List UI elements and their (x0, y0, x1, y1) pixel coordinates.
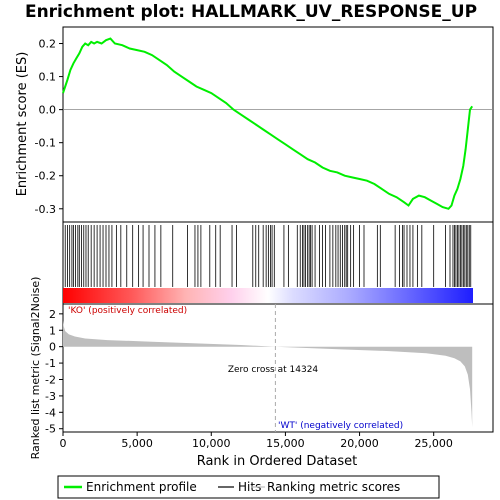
es-y-tick-label: 0.0 (39, 104, 57, 117)
negative-correlation-label: 'WT' (negatively correlated) (278, 421, 403, 431)
es-panel: -0.3 -0.2 -0.1 0.0 0.1 0.2 Enrichment score (… (15, 26, 494, 223)
es-y-tick-label: -0.2 (35, 170, 56, 183)
zero-cross-label: Zero cross at 14324 (228, 365, 319, 375)
x-tick-label: 25,000 (414, 437, 453, 450)
hits-panel (62, 221, 494, 305)
metric-panel: -5 -4 -3 -2 -1 0 1 2 'KO' (positively correlate… (29, 277, 494, 460)
metric-y-tick-label: -1 (45, 357, 56, 370)
es-y-axis-label: Enrichment score (ES) (15, 52, 30, 197)
chart-title: Enrichment plot: HALLMARK_UV_RESPONSE_UP (25, 2, 477, 22)
x-tick-label: 0 (60, 437, 67, 450)
hit-marks (64, 225, 472, 287)
positive-correlation-label: 'KO' (positively correlated) (68, 306, 187, 316)
metric-plot-frame (62, 303, 494, 433)
es-plot-frame (62, 26, 494, 223)
metric-y-axis-label: Ranked list metric (Signal2Noise) (29, 277, 42, 460)
x-tick-label: 10,000 (192, 437, 231, 450)
metric-y-tick-label: 0 (49, 341, 56, 354)
x-axis-label: Rank in Ordered Dataset (197, 454, 358, 469)
legend-box (57, 475, 440, 499)
metric-y-tick-label: -3 (45, 390, 56, 403)
metric-y-ticks: -5 -4 -3 -2 -1 0 1 2 (45, 308, 63, 436)
ranked-list-color-bar (63, 288, 473, 303)
legend: Enrichment profile Hits Ranking metric s… (57, 475, 440, 499)
legend-label-metric: Ranking metric scores (267, 480, 400, 494)
metric-y-tick-label: -4 (45, 406, 56, 419)
ranking-metric-area (63, 320, 473, 428)
enrichment-profile-line (62, 37, 474, 210)
x-tick-label: 15,000 (266, 437, 305, 450)
legend-label-enrichment: Enrichment profile (86, 480, 197, 494)
x-tick-label: 20,000 (340, 437, 379, 450)
es-y-ticks: -0.3 -0.2 -0.1 0.0 0.1 0.2 (35, 38, 63, 216)
x-tick-label: 5,000 (121, 437, 153, 450)
legend-label-hits: Hits (238, 480, 261, 494)
es-y-tick-label: 0.2 (39, 38, 57, 51)
es-y-tick-label: -0.1 (35, 137, 56, 150)
es-y-tick-label: 0.1 (39, 71, 57, 84)
metric-y-tick-label: -2 (45, 373, 56, 386)
metric-y-tick-label: 1 (49, 324, 56, 337)
metric-y-tick-label: 2 (49, 308, 56, 321)
es-y-tick-label: -0.3 (35, 203, 56, 216)
x-axis-ticks: 0 5,000 10,000 15,000 20,000 25,000 (60, 432, 453, 450)
metric-y-tick-label: -5 (45, 423, 56, 436)
